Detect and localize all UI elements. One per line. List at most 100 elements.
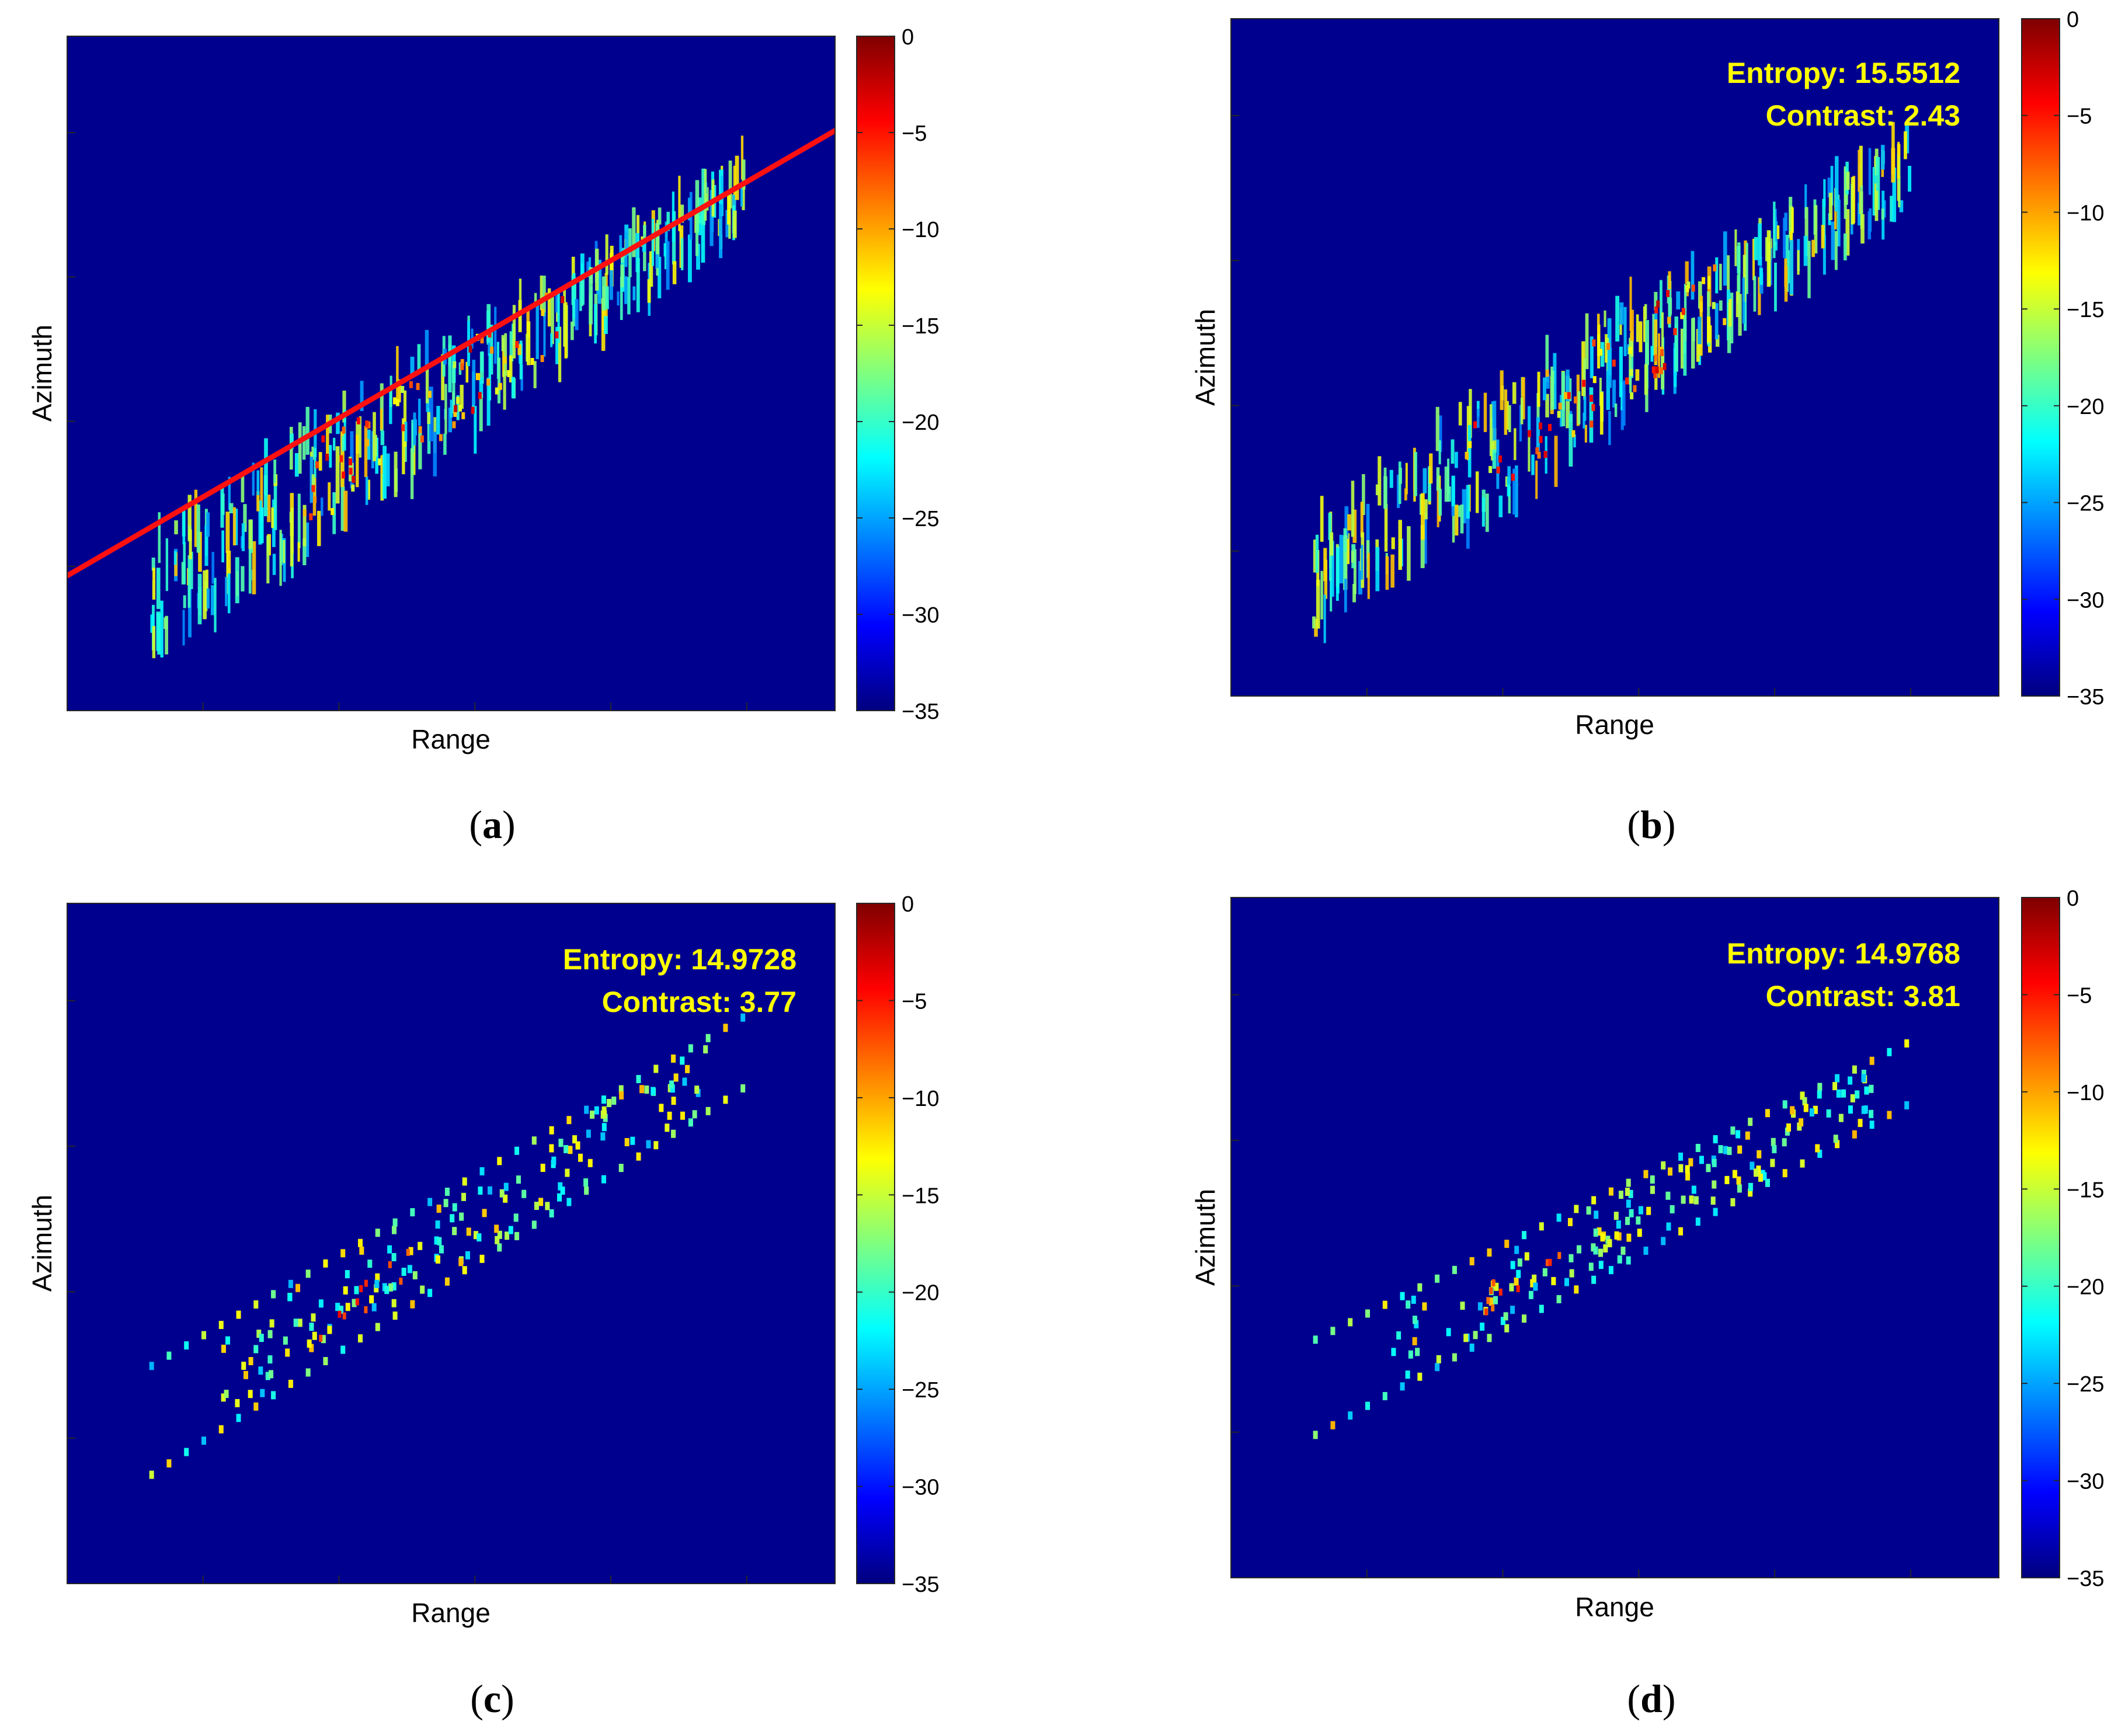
scatter-streak (1789, 240, 1794, 295)
scatter-point (443, 1199, 448, 1208)
scatter-point (1718, 1145, 1723, 1154)
scatter-streak (272, 554, 276, 575)
scatter-streak (580, 253, 585, 276)
y-axis-label: Azimuth (27, 1195, 57, 1292)
bright-scatterer (315, 461, 319, 469)
scatter-streak (289, 512, 293, 523)
scatter-streak (364, 426, 368, 477)
scatter-streak (1876, 156, 1880, 210)
scatter-streak (1719, 300, 1723, 311)
scatter-streak (555, 289, 558, 313)
colorbar-tick-label: 0 (2067, 8, 2079, 32)
scatter-streak (241, 566, 245, 592)
scatter-point (1637, 1229, 1642, 1237)
scatter-point (1435, 1274, 1440, 1283)
scatter-streak (1867, 211, 1872, 239)
scatter-point (607, 1099, 612, 1108)
scatter-streak (1462, 489, 1466, 524)
scatter-streak (1742, 277, 1745, 324)
scatter-point (1516, 1269, 1521, 1278)
scatter-streak (225, 512, 230, 553)
scatter-point (703, 1045, 708, 1054)
bright-scatterer (401, 385, 405, 393)
scatter-streak (1723, 231, 1727, 286)
scatter-streak (1361, 545, 1364, 580)
scatter-streak (197, 573, 202, 625)
scatter-point (244, 1370, 249, 1379)
scatter-point (1855, 1090, 1860, 1099)
scatter-point (267, 1330, 273, 1338)
scatter-streak (183, 595, 186, 608)
scatter-streak (1804, 207, 1808, 256)
scatter-point (1723, 1146, 1728, 1154)
scatter-point (271, 1290, 276, 1299)
scatter-streak (1451, 475, 1455, 507)
bright-scatterer (342, 471, 346, 479)
scatter-streak (1707, 316, 1711, 343)
scatter-streak (696, 243, 700, 270)
scatter-streak (425, 330, 429, 372)
bright-scatterer (1590, 420, 1594, 428)
bright-scatterer (1465, 452, 1469, 460)
scatter-streak (260, 507, 264, 544)
scatter-point (680, 1056, 685, 1065)
scatter-point (1678, 1227, 1684, 1236)
scatter-point (253, 1300, 259, 1309)
scatter-streak (1612, 380, 1616, 408)
scatter-streak (1654, 371, 1658, 390)
scatter-streak (504, 333, 507, 376)
scatter-streak (1644, 304, 1647, 320)
scatter-streak (1328, 513, 1332, 540)
scatter-streak (517, 344, 521, 356)
scatter-streak (655, 254, 659, 269)
scatter-point (166, 1459, 172, 1468)
scatter-point (1613, 1212, 1619, 1220)
scatter-streak (1784, 213, 1788, 231)
scatter-point (549, 1144, 554, 1153)
scatter-streak (610, 245, 614, 287)
scatter-streak (248, 548, 252, 594)
scatter-point (1838, 1114, 1844, 1122)
scatter-streak (1545, 394, 1549, 418)
scatter-point (1617, 1255, 1622, 1264)
scatter-streak (1753, 276, 1757, 312)
scatter-streak (1330, 541, 1334, 597)
bright-scatterer (1528, 430, 1532, 437)
scatter-streak (575, 299, 579, 330)
bright-scatterer (366, 439, 370, 447)
scatter-point (1391, 1348, 1396, 1356)
scatter-streak (563, 290, 566, 347)
scatter-streak (1589, 387, 1594, 443)
scatter-point (1452, 1353, 1457, 1362)
bright-scatterer (1666, 290, 1670, 297)
bright-scatterer (416, 382, 420, 390)
colorbar-tick-label: −15 (902, 314, 939, 339)
bright-scatterer (460, 359, 464, 366)
scatter-point (497, 1157, 502, 1166)
scatter-point (343, 1286, 348, 1295)
colorbar-tick-label: −20 (2067, 1275, 2104, 1300)
scatter-point (1539, 1304, 1544, 1313)
scatter-point (375, 1229, 380, 1237)
scatter-streak (1685, 261, 1689, 297)
scatter-streak (527, 321, 531, 366)
scatter-streak (1691, 251, 1695, 300)
scatter-streak (305, 406, 309, 455)
scatter-point (1400, 1382, 1405, 1391)
scatter-point (1869, 1084, 1874, 1093)
scatter-streak (1892, 167, 1897, 222)
scatter-streak (1654, 291, 1658, 311)
scatter-streak (719, 204, 723, 259)
x-axis-label: Range (1575, 1592, 1654, 1622)
scatter-point (307, 1339, 312, 1348)
y-axis-label: Azimuth (27, 325, 57, 422)
scatter-streak (733, 210, 737, 238)
scatter-streak (1313, 540, 1316, 573)
scatter-streak (326, 415, 329, 457)
scatter-streak (1528, 431, 1531, 472)
bright-scatterer (1599, 349, 1603, 356)
scatter-streak (1312, 616, 1316, 629)
panel-letter: c (484, 1676, 501, 1721)
scatter-point (392, 1226, 397, 1234)
scatter-point (375, 1273, 380, 1282)
